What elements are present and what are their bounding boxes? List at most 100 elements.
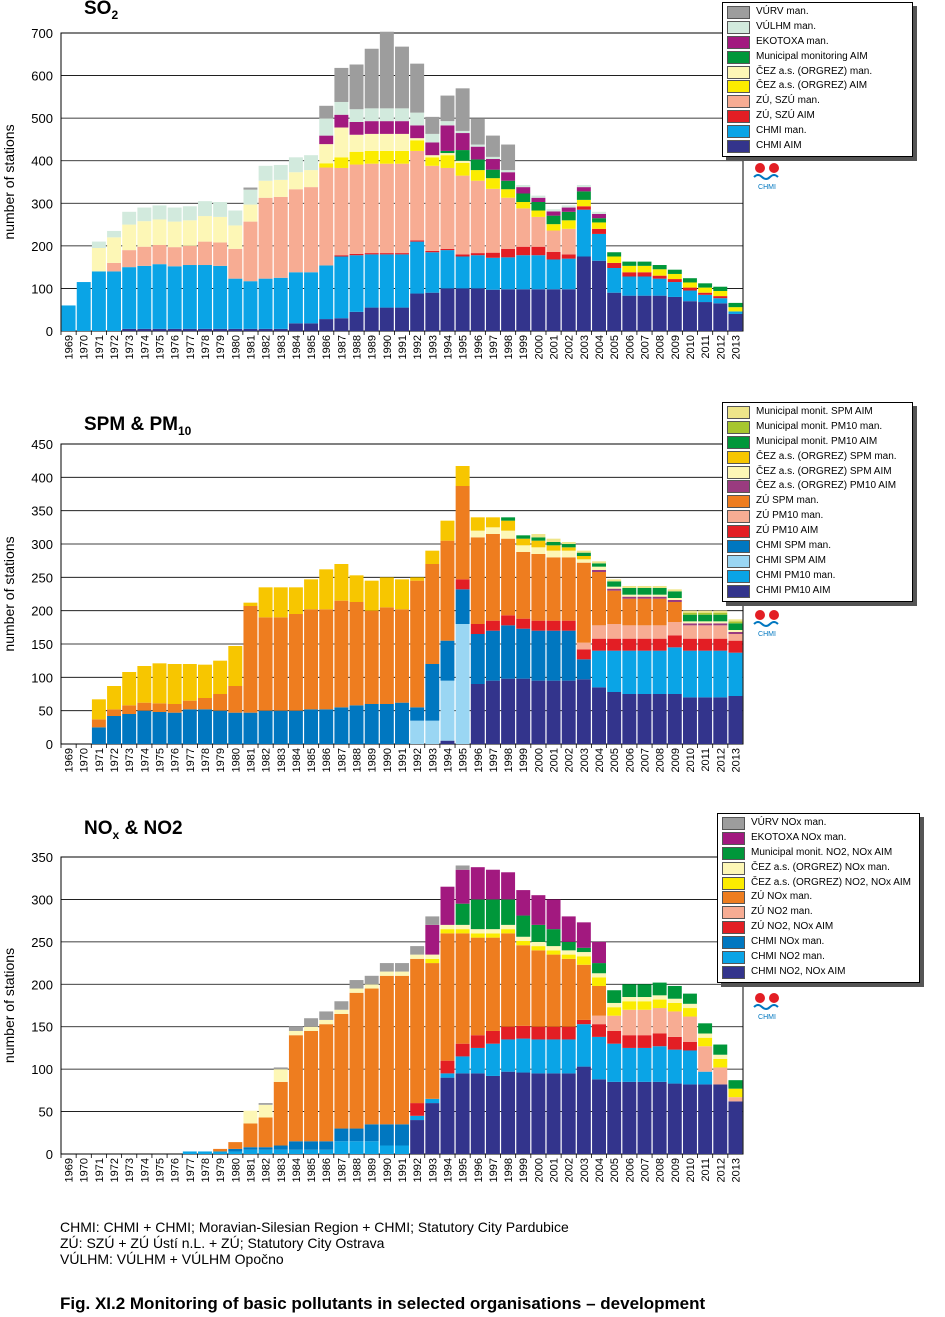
bar-segment [607,252,622,257]
bar-segment [576,562,591,643]
bar-segment [546,215,561,225]
bar-segment [667,647,682,694]
bar-segment [122,705,137,714]
bar-segment [440,250,455,289]
bar-segment [152,219,167,246]
bar-segment [470,929,485,934]
legend-swatch [727,80,750,94]
bar-segment [713,1054,728,1059]
bar-segment [607,586,622,589]
x-tick-label: 1990 [382,335,394,359]
bar-segment [637,1081,652,1154]
bar-segment [137,221,152,247]
bar-segment [364,307,379,331]
bar-segment [470,146,485,160]
bar-segment [470,159,485,171]
bar-segment [379,1145,394,1154]
bar-segment [516,545,531,552]
bar-segment [395,150,409,164]
bar-segment [440,680,455,741]
bar-segment [561,258,576,290]
legend-swatch [722,891,745,905]
x-tick-label: 1986 [321,335,333,359]
bar-segment [455,486,470,580]
y-tick-label: 250 [31,935,53,950]
bar-segment [531,1073,546,1154]
bar-segment [516,936,531,942]
bar-segment [501,248,516,258]
bar-segment [622,596,637,599]
bar-segment [667,1002,682,1012]
bar-segment [516,915,531,937]
bar-segment [243,189,258,205]
bar-segment [713,303,728,331]
bar-segment [107,230,122,238]
x-tick-label: 1992 [412,748,424,772]
bar-segment [304,170,319,188]
legend-label: ZÚ NO2 man. [751,906,813,918]
bar-segment [607,624,622,639]
legend-swatch [722,906,745,920]
bar-segment [516,1038,531,1073]
bar-segment [622,598,637,626]
bar-segment [531,540,546,548]
bar-segment [364,253,379,255]
x-tick-label: 1995 [458,335,470,359]
bar-segment [364,150,379,164]
nox-no2-chart-panel: NOx & NO2 0 50 100 150 200 250 300 350 number of… [0,805,945,1205]
bar-segment [592,228,606,234]
x-tick-label: 1997 [488,1158,500,1182]
bar-segment [698,302,713,331]
bar-segment [682,282,697,288]
bar-segment [198,328,212,331]
bar-segment [470,1035,485,1048]
bar-segment [379,1124,394,1146]
bar-segment [273,196,288,278]
legend-label: EKOTOXA man. [756,35,829,47]
bar-segment [425,916,440,925]
bar-segment [273,277,288,329]
bar-segment [213,216,228,243]
y-tick-label: 400 [31,470,53,485]
bar-segment [682,993,697,1004]
bar-segment [501,172,516,181]
bar-segment [288,157,303,173]
bar-segment [137,702,152,711]
bar-segment [592,1079,606,1154]
bar-segment [501,933,516,1027]
bar-segment [531,554,546,621]
bar-segment [531,216,546,247]
bar-segment [576,559,591,563]
bar-segment [379,163,394,254]
bar-segment [288,1035,303,1142]
bar-segment [713,621,728,624]
legend-item: EKOTOXA man. [727,35,909,50]
bar-segment [728,652,743,696]
legend-swatch [727,20,750,34]
bar-segment [258,180,273,198]
bar-segment [607,692,622,744]
bar-segment [167,221,182,248]
bar-segment [334,1141,349,1154]
bar-segment [304,1018,319,1027]
bar-segment [592,1024,606,1037]
y-tick-label: 150 [31,1020,53,1035]
bar-segment [379,704,394,744]
bar-segment [167,266,182,329]
bar-segment [667,985,682,999]
bar-segment [349,988,364,993]
x-tick-label: 1973 [124,748,136,772]
bar-segment [546,538,561,542]
bar-segment [319,1019,334,1025]
bar-segment [516,184,531,188]
bar-segment [561,207,576,212]
x-tick-label: 1969 [64,748,76,772]
bar-segment [682,650,697,698]
legend-label: CHMI man. [756,125,807,137]
bar-segment [319,1141,334,1150]
bar-segment [561,547,576,551]
legend-label: CHMI SPM AIM [756,554,827,566]
legend-item: ČEZ a.s. (ORGREZ) AIM [727,79,909,94]
bar-segment [91,727,106,744]
x-tick-label: 2006 [624,1158,636,1182]
